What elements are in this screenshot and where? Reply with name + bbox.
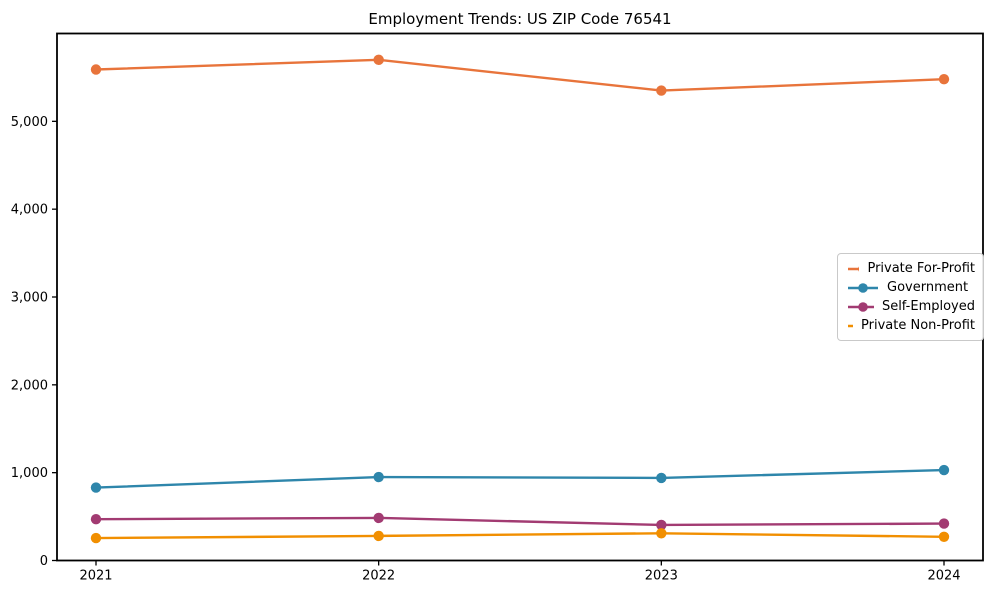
- data-point-marker: [90, 532, 102, 544]
- data-point-marker: [90, 482, 102, 493]
- data-point-marker: [656, 519, 667, 531]
- data-point-marker: [90, 514, 102, 525]
- series-line: [95, 516, 945, 527]
- data-point-marker: [656, 472, 667, 484]
- legend-marker-icon: [848, 301, 874, 312]
- legend-marker-icon: [848, 265, 860, 272]
- legend-item: Self-Employed: [847, 297, 975, 316]
- series-line: [95, 532, 945, 540]
- data-point-marker: [373, 471, 384, 483]
- series-line: [95, 58, 945, 92]
- legend: Private For-Profit Government Self-Employe…: [837, 253, 984, 341]
- series-line: [95, 468, 945, 489]
- series-government: [90, 464, 950, 493]
- data-point-marker: [373, 512, 384, 524]
- data-point-marker: [938, 73, 950, 85]
- data-point-marker: [656, 528, 667, 539]
- data-point-marker: [656, 85, 667, 96]
- series-self-employed: [90, 512, 950, 531]
- legend-marker-icon: [848, 324, 854, 327]
- x-tick-label: 2022: [362, 569, 395, 584]
- y-tick-label: 3,000: [11, 291, 48, 306]
- legend-item: Private For-Profit: [847, 259, 975, 278]
- legend-label: Private Non-Profit: [861, 318, 975, 333]
- series-private-for-profit: [90, 54, 950, 96]
- y-tick-label: 4,000: [11, 203, 48, 218]
- y-tick-label: 5,000: [11, 115, 48, 130]
- data-point-marker: [938, 531, 950, 542]
- legend-label: Self-Employed: [881, 299, 975, 314]
- x-tick-label: 2023: [645, 569, 678, 584]
- legend-marker-icon: [848, 282, 878, 293]
- data-point-marker: [938, 518, 950, 529]
- x-tick-label: 2021: [79, 569, 112, 584]
- legend-item: Private Non-Profit: [847, 316, 975, 335]
- legend-item: Government: [847, 278, 975, 297]
- data-point-marker: [373, 54, 384, 66]
- chart-title: Employment Trends: US ZIP Code 76541: [368, 10, 672, 28]
- data-point-marker: [90, 64, 102, 75]
- x-tick-label: 2024: [927, 569, 960, 584]
- legend-label: Private For-Profit: [867, 261, 975, 276]
- y-tick-label: 1,000: [11, 466, 48, 481]
- y-axis: 0 1,000 2,000 3,000 4,000 5,000: [11, 115, 57, 569]
- y-tick-label: 2,000: [11, 378, 48, 393]
- series-private-non-profit: [90, 528, 950, 544]
- x-axis: 2021 2022 2023 2024: [79, 560, 961, 584]
- data-point-marker: [938, 464, 950, 476]
- data-point-marker: [373, 530, 384, 542]
- y-tick-label: 0: [40, 554, 48, 569]
- legend-label: Government: [887, 280, 969, 295]
